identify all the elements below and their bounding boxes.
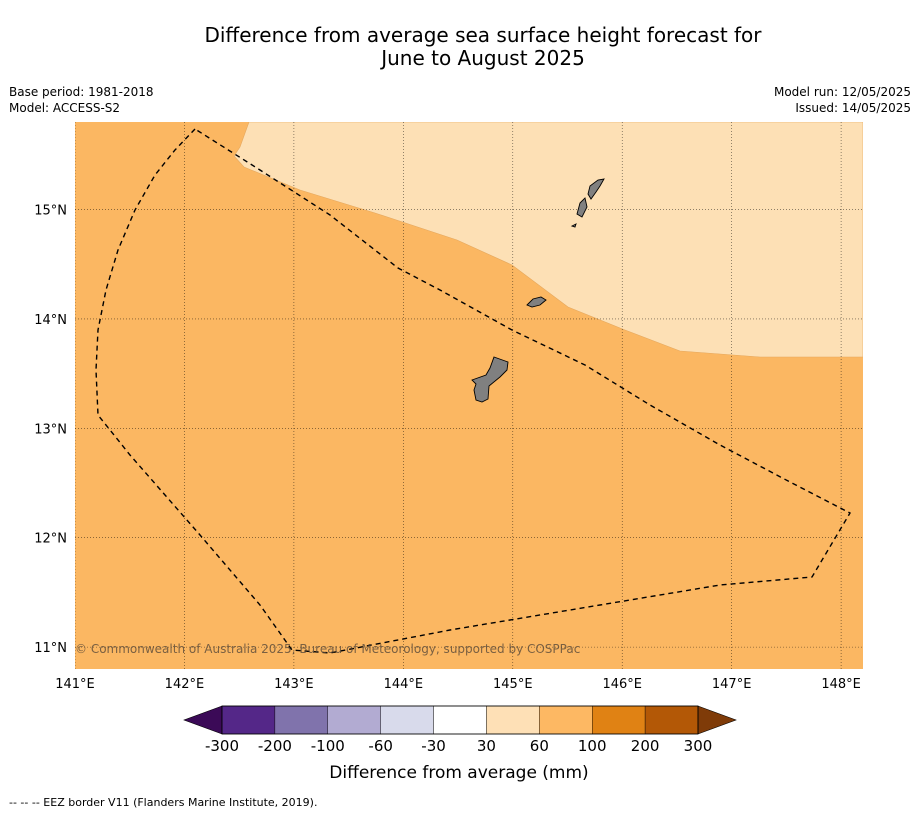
latitude-tick-label: 11°N [34, 641, 67, 656]
colorbar-segment [486, 705, 540, 735]
base-period-label: Base period: 1981-2018 [9, 85, 154, 99]
map-title-line-1: Difference from average sea surface heig… [204, 23, 762, 47]
colorbar-tick-label: -300 [205, 737, 239, 755]
colorbar [183, 705, 737, 735]
longitude-tick-label: 141°E [55, 677, 95, 692]
colorbar-tick-label: 300 [684, 737, 713, 755]
latitude-tick-label: 14°N [34, 313, 67, 328]
colorbar-segment [221, 705, 276, 735]
rota-island [526, 296, 547, 308]
copyright-notice: © Commonwealth of Australia 2025, Bureau… [75, 642, 580, 656]
colorbar-tick-label: -200 [258, 737, 292, 755]
map-title-line-2: June to August 2025 [381, 46, 585, 70]
colorbar-tick-label: 100 [578, 737, 607, 755]
colorbar-segment [274, 705, 328, 735]
tinian-island [576, 197, 588, 218]
longitude-tick-labels: 141°E 142°E 143°E 144°E 145°E 146°E 147°E 148°E [55, 677, 861, 692]
guam-island [471, 356, 509, 403]
eez-border [95, 128, 851, 654]
colorbar-tick-label: 200 [631, 737, 660, 755]
colorbar-title: Difference from average (mm) [329, 763, 588, 783]
colorbar-segment [433, 705, 487, 735]
colorbar-segment [644, 705, 699, 735]
colorbar-segment [592, 705, 646, 735]
colorbar-tick-label: -100 [311, 737, 345, 755]
map-area: © Commonwealth of Australia 2025, Bureau… [75, 122, 863, 669]
model-run-label: Model run: 12/05/2025 [773, 85, 911, 99]
aguijan-island [570, 223, 577, 228]
colorbar-segment [539, 705, 593, 735]
issued-label: Issued: 14/05/2025 [795, 101, 911, 115]
latitude-tick-label: 12°N [34, 532, 67, 547]
colorbar-tick-label: 30 [477, 737, 496, 755]
longitude-tick-label: 148°E [821, 677, 861, 692]
colorbar-max-extension [697, 705, 737, 735]
longitude-tick-label: 144°E [384, 677, 424, 692]
longitude-tick-label: 143°E [274, 677, 314, 692]
latitude-tick-label: 13°N [34, 422, 67, 437]
graticule [75, 122, 863, 669]
colorbar-segment [327, 705, 381, 735]
colorbar-tick-label: -60 [368, 737, 393, 755]
longitude-tick-label: 146°E [602, 677, 642, 692]
colorbar-tick-label: 60 [530, 737, 549, 755]
colorbar-labels: -300 -200 -100 -60 -30 30 60 100 200 300 [205, 737, 712, 755]
longitude-tick-label: 147°E [712, 677, 752, 692]
longitude-tick-label: 145°E [493, 677, 533, 692]
band-30-60-region [233, 122, 863, 358]
eez-border-footnote: -- -- -- EEZ border V11 (Flanders Marine… [9, 796, 318, 809]
latitude-tick-label: 15°N [34, 204, 67, 219]
longitude-tick-label: 142°E [165, 677, 205, 692]
colorbar-outline [221, 705, 699, 735]
model-label: Model: ACCESS-S2 [9, 101, 121, 115]
colorbar-min-extension [183, 705, 223, 735]
colorbar-segment [380, 705, 434, 735]
colorbar-tick-label: -30 [421, 737, 446, 755]
saipan-island [587, 178, 605, 200]
latitude-tick-labels: 11°N 12°N 13°N 14°N 15°N [34, 204, 67, 657]
